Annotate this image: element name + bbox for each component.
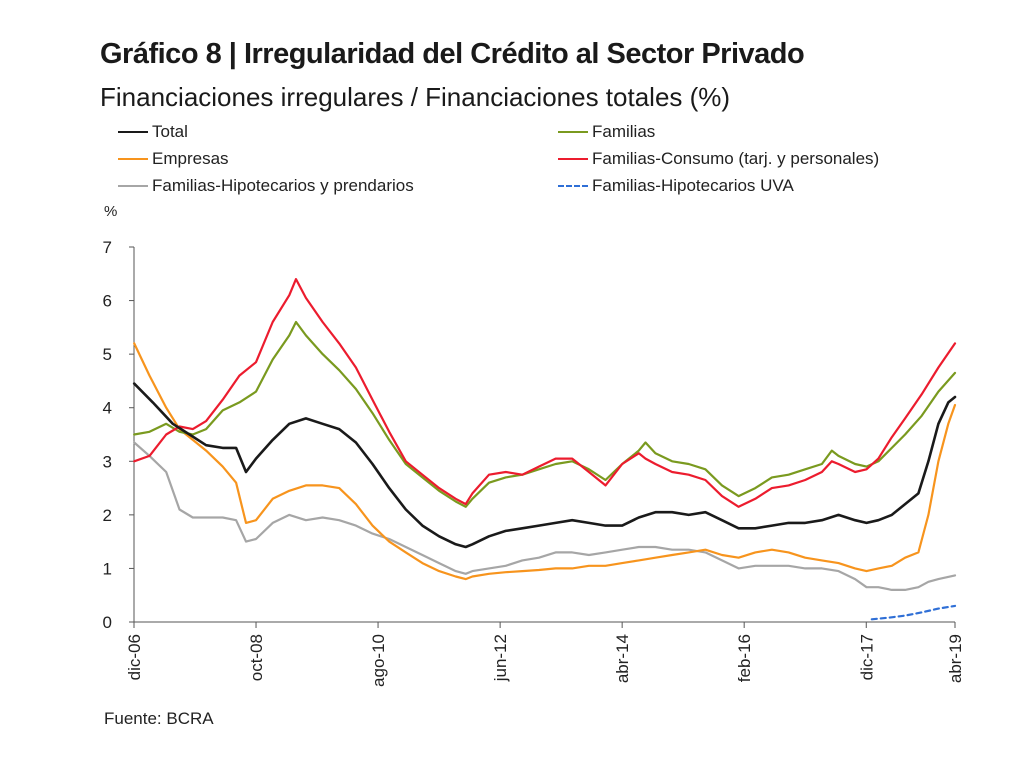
legend-swatch — [118, 185, 148, 187]
series-line-familias — [133, 320, 957, 508]
chart-subtitle: Financiaciones irregulares / Financiacio… — [100, 82, 731, 112]
legend-swatch — [558, 131, 588, 133]
legend-swatch — [118, 131, 148, 133]
legend-swatch — [558, 185, 588, 187]
legend-label: Familias-Hipotecarios UVA — [592, 176, 794, 195]
legend-item-empresas: Empresas — [118, 149, 229, 169]
legend-label: Empresas — [152, 149, 229, 168]
series-line-empresas — [133, 342, 957, 581]
series-line-familias-hipotecarios-y-prendarios — [133, 441, 957, 591]
y-tick-label: 3 — [103, 452, 112, 471]
series-line-total — [132, 382, 957, 549]
y-tick-label: 0 — [103, 613, 112, 632]
y-tick-label: 1 — [103, 559, 112, 578]
y-tick-label: 2 — [103, 506, 112, 525]
legend-item-familias-consumo: Familias-Consumo (tarj. y personales) — [558, 149, 879, 169]
y-tick-label: 5 — [103, 345, 112, 364]
source-note: Fuente: BCRA — [104, 709, 214, 728]
legend-label: Familias-Hipotecarios y prendarios — [152, 176, 414, 195]
x-tick-label: feb-16 — [735, 634, 754, 682]
legend-item-uva: Familias-Hipotecarios UVA — [558, 176, 794, 196]
legend-label: Familias — [592, 122, 656, 141]
chart-title: Gráfico 8 | Irregularidad del Crédito al… — [100, 38, 805, 70]
x-tick-label: abr-14 — [613, 634, 632, 683]
legend-label: Total — [152, 122, 188, 141]
legend-item-familias-hipotecarios: Familias-Hipotecarios y prendarios — [118, 176, 414, 196]
x-tick-label: dic-06 — [125, 634, 144, 680]
x-tick-label: dic-17 — [857, 634, 876, 680]
y-tick-label: 4 — [103, 399, 112, 418]
series-line-familias-consumo-tarj-y-personales — [133, 278, 957, 508]
y-tick-label: 6 — [103, 292, 112, 311]
x-tick-label: abr-19 — [946, 634, 965, 683]
legend-swatch — [118, 158, 148, 160]
legend-item-total: Total — [118, 122, 188, 142]
x-tick-label: oct-08 — [247, 634, 266, 681]
legend-item-familias: Familias — [558, 122, 655, 142]
y-tick-label: 7 — [103, 238, 112, 257]
x-tick-label: ago-10 — [369, 634, 388, 687]
x-tick-label: jun-12 — [491, 634, 510, 682]
legend-label: Familias-Consumo (tarj. y personales) — [592, 149, 880, 168]
series-line-familias-hipotecarios-uva — [870, 604, 957, 621]
legend-swatch — [558, 158, 588, 160]
y-axis-unit-label: % — [104, 203, 118, 220]
